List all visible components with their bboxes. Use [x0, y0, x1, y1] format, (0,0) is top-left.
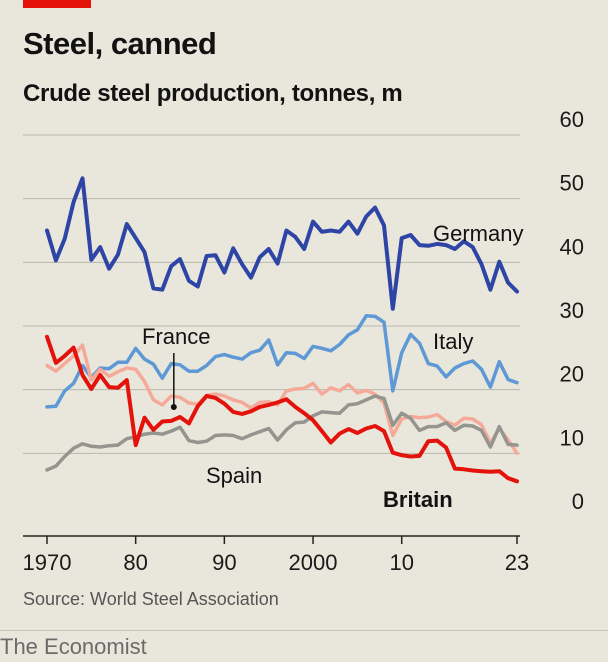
series-line-spain [45, 394, 519, 472]
x-axis: 1970 80 90 2000 10 23 [23, 535, 529, 575]
label-spain: Spain [206, 463, 262, 488]
y-axis-tick-labels: 0 10 20 30 40 50 60 [560, 107, 584, 514]
x-tick-label-2023: 23 [505, 550, 529, 575]
footer-divider [0, 630, 608, 631]
series-line-france [45, 343, 519, 456]
x-tick-label-1970: 1970 [23, 550, 72, 575]
label-germany: Germany [433, 221, 523, 246]
source-note: Source: World Steel Association [23, 589, 279, 609]
grid-lines [23, 134, 520, 454]
y-tick-label-0: 0 [572, 489, 584, 514]
series-line-italy [45, 314, 519, 409]
x-tick-label-2010: 10 [389, 550, 413, 575]
label-britain: Britain [383, 487, 453, 512]
x-tick-label-1980: 80 [123, 550, 147, 575]
x-tick-label-2000: 2000 [289, 550, 338, 575]
y-tick-label-10: 10 [560, 425, 584, 450]
y-tick-label-20: 20 [560, 362, 584, 387]
chart-title: Steel, canned [23, 26, 217, 61]
label-italy: Italy [433, 329, 473, 354]
series-line-britain [45, 334, 519, 484]
france-leader-dot [170, 404, 177, 410]
chart-subtitle: Crude steel production, tonnes, m [23, 80, 403, 107]
publisher-brand: The Economist [0, 634, 147, 659]
y-tick-label-30: 30 [560, 298, 584, 323]
brand-red-tag [23, 0, 91, 8]
label-france: France [142, 324, 210, 349]
x-tick-label-1990: 90 [212, 550, 236, 575]
series-line-germany [45, 176, 519, 311]
series-lines [45, 176, 519, 484]
y-tick-label-40: 40 [560, 234, 584, 259]
y-tick-label-50: 50 [560, 171, 584, 196]
y-tick-label-60: 60 [560, 107, 584, 132]
series-labels: Germany Italy France Spain Britain [142, 221, 523, 512]
